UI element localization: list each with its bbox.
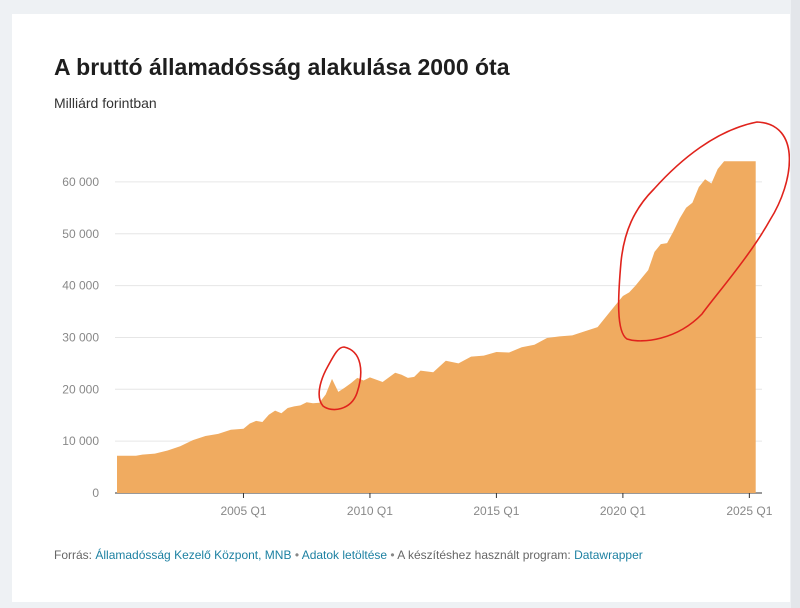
y-tick-label: 30 000 [62, 330, 99, 344]
y-tick-label: 50 000 [62, 227, 99, 241]
x-tick-label: 2010 Q1 [347, 504, 393, 518]
y-tick-label: 20 000 [62, 382, 99, 396]
x-tick-label: 2005 Q1 [220, 504, 266, 518]
area-series-fill [117, 161, 756, 493]
annotations [318, 121, 790, 411]
chart-footer: Forrás: Államadósság Kezelő Központ, MNB… [54, 548, 643, 562]
chart-subtitle: Milliárd forintban [54, 95, 157, 111]
chart-title: A bruttó államadósság alakulása 2000 óta [54, 54, 510, 80]
footer-separator: • [294, 548, 300, 562]
footer-source-label: Forrás: [54, 548, 93, 562]
y-tick-label: 0 [92, 486, 99, 500]
chart-card: A bruttó államadósság alakulása 2000 óta… [12, 14, 790, 602]
footer-program-label: A készítéshez használt program: [397, 548, 571, 562]
area-chart: 0 10 000 20 000 30 000 40 000 50 000 60 000 20… [62, 121, 790, 518]
x-tick-label: 2025 Q1 [726, 504, 772, 518]
page-scrollbar[interactable] [791, 0, 800, 608]
footer-separator: • [390, 548, 395, 562]
y-tick-label: 60 000 [62, 175, 99, 189]
y-tick-label: 10 000 [62, 434, 99, 448]
y-tick-label: 40 000 [62, 279, 99, 293]
source-link[interactable]: Államadósság Kezelő Központ, MNB [95, 548, 292, 562]
x-tick-label: 2015 Q1 [473, 504, 519, 518]
x-tick-label: 2020 Q1 [600, 504, 646, 518]
y-axis: 0 10 000 20 000 30 000 40 000 50 000 60 000 [62, 175, 99, 500]
x-axis: 2005 Q1 2010 Q1 2015 Q1 2020 Q1 2025 Q1 [220, 493, 773, 518]
download-data-link[interactable]: Adatok letöltése [301, 548, 388, 562]
datawrapper-link[interactable]: Datawrapper [574, 548, 643, 562]
area-series [117, 161, 756, 493]
annotation-circle-2021 [617, 121, 790, 342]
annotation-circle-2009 [318, 346, 362, 411]
